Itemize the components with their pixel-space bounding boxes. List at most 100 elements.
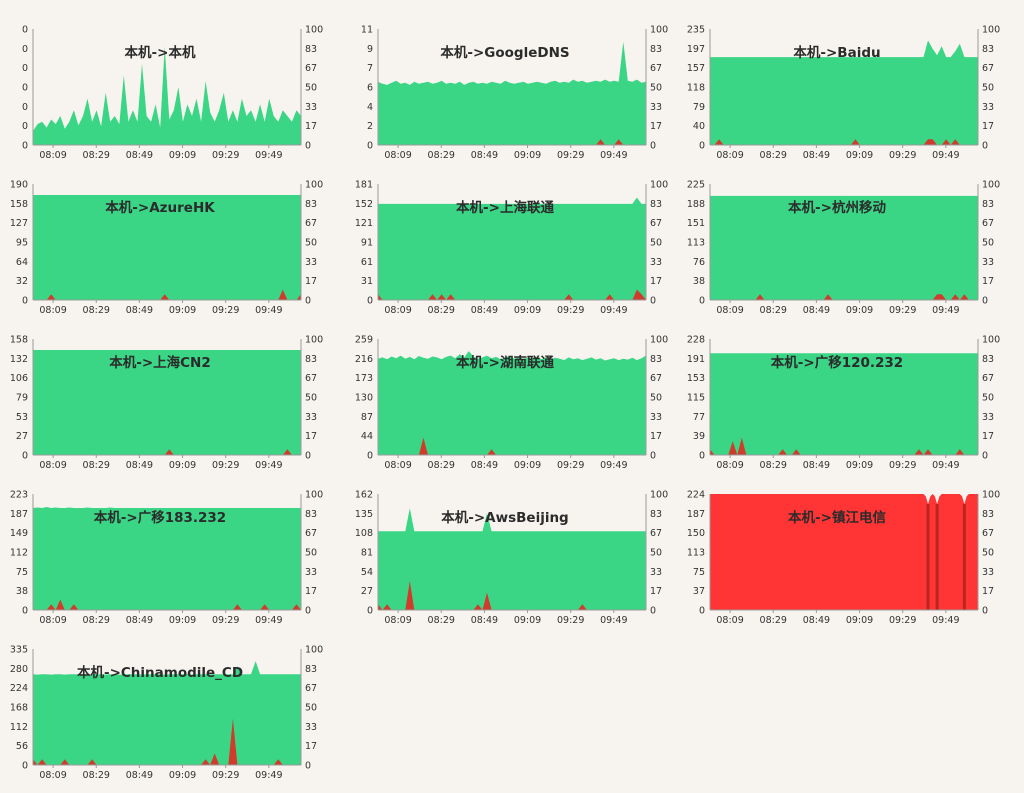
x-tick-label: 09:09: [846, 305, 873, 316]
right-tick-label: 83: [305, 664, 317, 675]
latency-area: [33, 350, 301, 455]
right-tick-label: 83: [982, 199, 994, 210]
latency-area: [710, 40, 978, 145]
right-tick-label: 67: [650, 218, 662, 229]
left-tick-label: 112: [10, 722, 28, 733]
right-tick-label: 0: [305, 141, 311, 152]
latency-area: [378, 197, 646, 300]
right-tick-label: 83: [650, 509, 662, 520]
x-tick-label: 09:09: [169, 150, 196, 161]
right-tick-label: 67: [650, 373, 662, 384]
x-tick-label: 08:09: [384, 615, 411, 626]
right-tick-label: 0: [982, 606, 988, 617]
x-tick-label: 09:29: [889, 305, 916, 316]
x-tick-label: 09:49: [932, 305, 959, 316]
right-tick-label: 67: [982, 63, 994, 74]
left-tick-label: 61: [361, 257, 373, 268]
left-tick-label: 0: [699, 606, 705, 617]
right-tick-label: 50: [650, 238, 662, 249]
chart-svg: 0 27 53 79 106 132 158 0 17 33 50 67 83 100 08:09 08:29…: [10, 335, 323, 472]
x-tick-label: 08:09: [384, 460, 411, 471]
left-tick-label: 0: [22, 296, 28, 307]
x-tick-label: 08:29: [428, 460, 455, 471]
x-tick-label: 08:49: [126, 615, 153, 626]
left-tick-label: 181: [355, 180, 373, 191]
right-tick-label: 33: [650, 102, 662, 113]
left-tick-label: 0: [22, 44, 28, 55]
x-tick-label: 08:09: [39, 305, 66, 316]
x-tick-label: 08:09: [384, 305, 411, 316]
chart-svg: 0 39 77 115 153 191 228 0 17 33 50 67 83 100 08:09 08:2…: [687, 335, 1000, 472]
x-tick-label: 09:29: [212, 770, 239, 781]
latency-area: [33, 661, 301, 765]
loss-area: [710, 139, 978, 145]
left-tick-label: 44: [361, 431, 373, 442]
left-tick-label: 151: [687, 218, 705, 229]
left-tick-label: 40: [693, 121, 705, 132]
chart-panel: 0 37 75 113 150 187 224 0 17 33 50 67 83 100 08:09 08:2…: [677, 480, 1000, 635]
right-tick-label: 17: [650, 121, 662, 132]
left-tick-label: 158: [10, 335, 28, 346]
x-tick-label: 09:29: [889, 460, 916, 471]
right-tick-label: 67: [982, 218, 994, 229]
left-tick-label: 7: [367, 63, 373, 74]
left-tick-label: 0: [22, 451, 28, 462]
right-tick-label: 33: [982, 567, 994, 578]
latency-area: [378, 41, 646, 146]
right-tick-label: 50: [982, 238, 994, 249]
chart-panel: 0 27 53 79 106 132 158 0 17 33 50 67 83 100 08:09 08:29…: [0, 325, 323, 480]
left-tick-label: 76: [693, 257, 705, 268]
left-tick-label: 197: [687, 44, 705, 55]
latency-area: [378, 508, 646, 610]
right-tick-label: 0: [650, 606, 656, 617]
chart-svg: 0 37 75 113 150 187 224 0 17 33 50 67 83 100 08:09 08:2…: [687, 490, 1000, 627]
left-tick-label: 106: [10, 373, 28, 384]
x-tick-label: 09:09: [169, 460, 196, 471]
left-tick-label: 158: [10, 199, 28, 210]
left-tick-label: 149: [10, 528, 28, 539]
right-tick-label: 17: [305, 741, 317, 752]
left-tick-label: 157: [687, 63, 705, 74]
left-tick-label: 225: [687, 180, 705, 191]
latency-area: [378, 351, 646, 455]
right-tick-label: 33: [650, 257, 662, 268]
left-tick-label: 224: [687, 490, 705, 501]
left-tick-label: 0: [699, 141, 705, 152]
right-tick-label: 0: [650, 296, 656, 307]
x-tick-label: 09:29: [889, 615, 916, 626]
right-tick-label: 100: [305, 25, 323, 36]
x-tick-label: 08:29: [83, 305, 110, 316]
left-tick-label: 135: [355, 509, 373, 520]
x-tick-label: 09:29: [557, 615, 584, 626]
chart-svg: 0 44 87 130 173 216 259 0 17 33 50 67 83 100 08:09 08:2…: [355, 335, 668, 472]
x-tick-label: 09:09: [514, 150, 541, 161]
x-tick-label: 09:49: [932, 615, 959, 626]
right-tick-label: 33: [982, 412, 994, 423]
x-tick-label: 09:29: [212, 305, 239, 316]
x-tick-label: 09:09: [169, 770, 196, 781]
right-tick-label: 17: [650, 431, 662, 442]
x-tick-label: 08:29: [428, 305, 455, 316]
left-tick-label: 0: [367, 451, 373, 462]
x-tick-label: 08:29: [428, 615, 455, 626]
x-tick-label: 08:49: [803, 460, 830, 471]
x-tick-label: 09:49: [600, 150, 627, 161]
right-tick-label: 67: [305, 218, 317, 229]
right-tick-label: 100: [305, 490, 323, 501]
latency-area: [33, 507, 301, 610]
left-tick-label: 27: [16, 431, 28, 442]
chart-panel: 0 2 4 6 7 9 11 0 17 33 50 67 83 100 08:09 08:29 08:49 09:…: [345, 15, 668, 170]
chart-panel: 0 44 87 130 173 216 259 0 17 33 50 67 83 100 08:09 08:2…: [345, 325, 668, 480]
right-tick-label: 100: [982, 335, 1000, 346]
right-tick-label: 83: [305, 509, 317, 520]
x-tick-label: 08:09: [39, 460, 66, 471]
chart-panel: 0 40 79 118 157 197 235 0 17 33 50 67 83 100 08:09 08:2…: [677, 15, 1000, 170]
x-tick-label: 08:29: [83, 150, 110, 161]
x-tick-label: 08:09: [716, 150, 743, 161]
left-tick-label: 153: [687, 373, 705, 384]
x-tick-label: 09:29: [212, 150, 239, 161]
x-tick-label: 09:29: [212, 615, 239, 626]
left-tick-label: 188: [687, 199, 705, 210]
right-tick-label: 0: [650, 451, 656, 462]
